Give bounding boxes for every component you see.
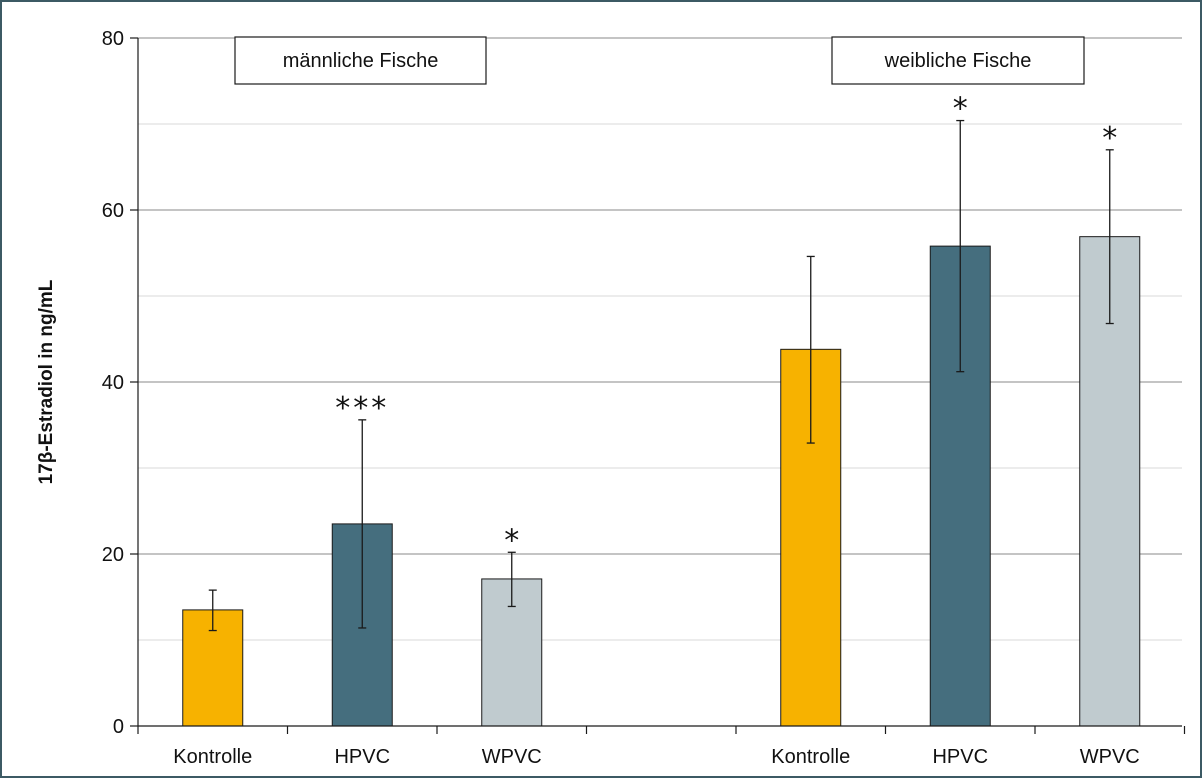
group-label-box	[831, 36, 1085, 85]
x-tick-label: Kontrolle	[173, 746, 252, 768]
y-axis-ticks: 0 20 40 60 80	[102, 28, 138, 738]
group-labels: männliche Fische weibliche Fische	[234, 36, 1085, 85]
group-label-box	[234, 36, 487, 85]
x-tick-label: WPVC	[1080, 746, 1140, 768]
error-bars	[208, 119, 1114, 632]
y-tick-label: 80	[102, 28, 124, 50]
x-tick-label: WPVC	[482, 746, 542, 768]
y-tick-label: 60	[102, 200, 124, 222]
significance-marker: *	[1102, 121, 1117, 156]
y-tick-label: 40	[102, 372, 124, 394]
significance-marker: *	[504, 523, 519, 558]
significance-marker: *	[953, 92, 968, 127]
significance-markers: ******	[335, 92, 1117, 559]
bars	[182, 236, 1141, 727]
group-label: weibliche Fische	[884, 50, 1032, 72]
axes	[137, 38, 1186, 734]
y-axis-label: 17β-Estradiol in ng/mL	[36, 279, 57, 484]
y-tick-label: 20	[102, 544, 124, 566]
x-tick-label: Kontrolle	[771, 746, 850, 768]
x-tick-label: HPVC	[334, 746, 390, 768]
x-axis-labels: Kontrolle HPVC WPVC Kontrolle HPVC WPVC	[173, 746, 1139, 768]
significance-marker: ***	[335, 391, 389, 426]
x-tick-label: HPVC	[932, 746, 988, 768]
bar-wpvc	[481, 578, 543, 727]
gridlines	[138, 37, 1182, 641]
group-label: männliche Fische	[283, 50, 439, 72]
y-tick-label: 0	[113, 716, 124, 738]
